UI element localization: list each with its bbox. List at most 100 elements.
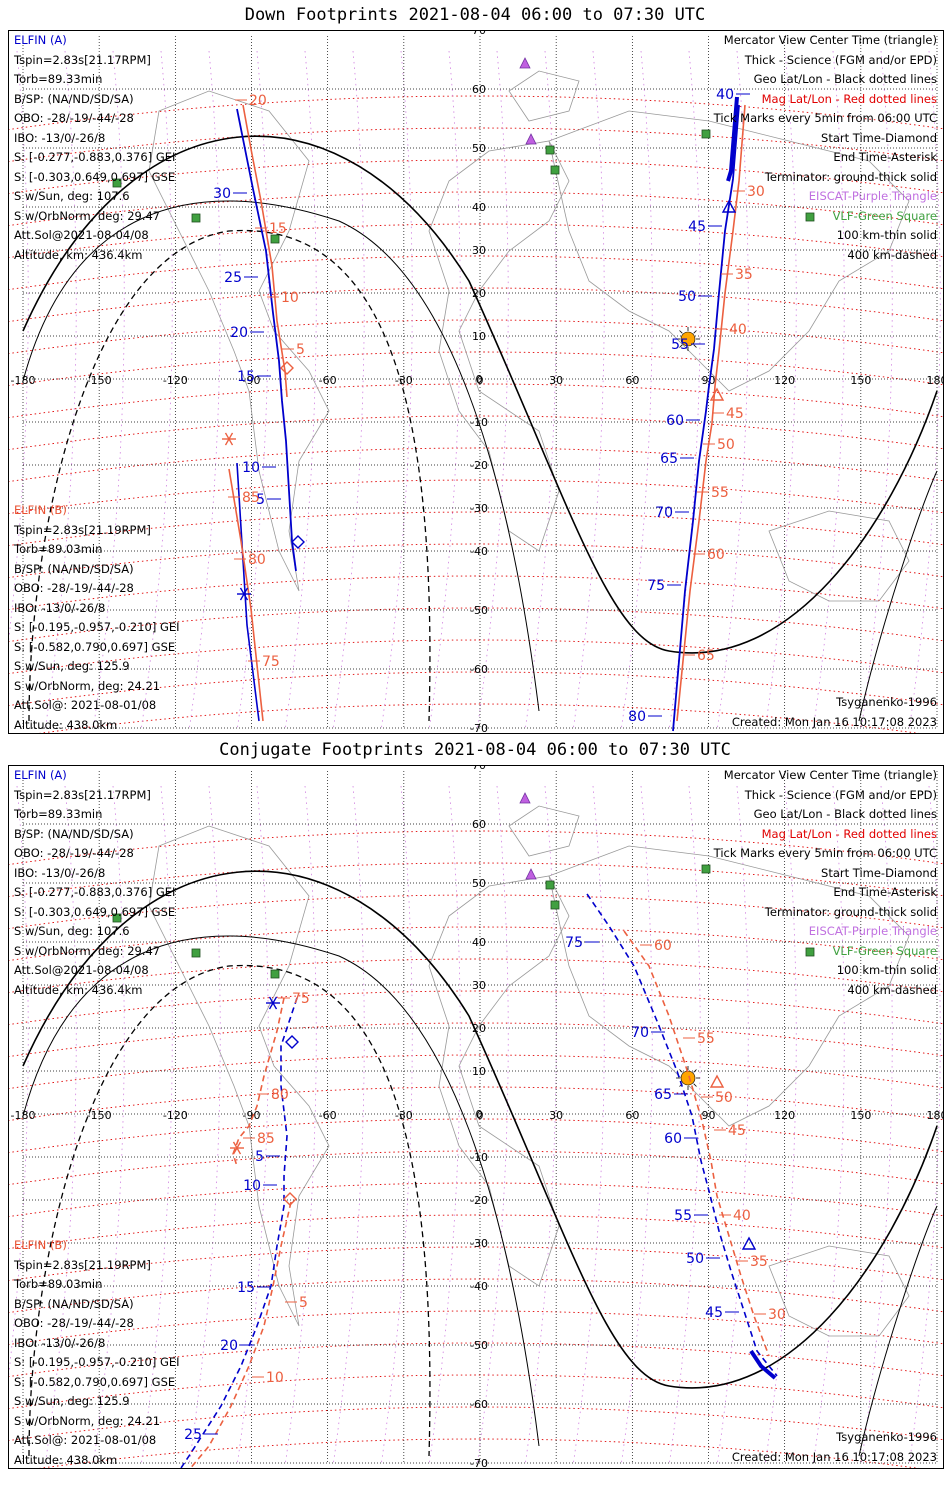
elfin-a-time-tick: 70 — [655, 505, 673, 521]
mag-lat-line — [9, 1246, 943, 1282]
mag-lon-line — [716, 50, 749, 732]
mag-lon-line — [140, 785, 173, 1467]
elfin-b-center-triangle — [709, 1074, 725, 1088]
elfin-a-time-tick: 15 — [237, 369, 255, 385]
footprint-100km-line — [22, 935, 540, 1447]
elfin-a-time-tick: 25 — [224, 270, 242, 286]
bottom-map-plot: -180-150-120-90-60-300306090120150180706… — [9, 766, 943, 1468]
elfin-b-time-tick: 35 — [735, 267, 753, 283]
lat-tick-label: -60 — [470, 1398, 488, 1411]
mag-lat-line — [9, 830, 943, 866]
elfin-a-center-triangle — [741, 1236, 757, 1250]
lat-tick-label: 0 — [476, 1108, 483, 1121]
lat-tick-label: 0 — [476, 373, 483, 386]
info-line: Tspin=2.83s[21.17RPM] — [14, 787, 151, 802]
lat-tick-label: -50 — [470, 604, 488, 617]
elfin-b-time-tick: 65 — [697, 648, 715, 664]
legend-entry: 100 km-thin solid — [836, 963, 937, 977]
mag-lat-line — [9, 1342, 943, 1378]
info-line: ELFIN (B) — [14, 503, 67, 517]
lon-tick-label: 180 — [927, 374, 944, 387]
sun-ray — [693, 1069, 697, 1073]
info-line: OBO: -28/-19/-44/-28 — [14, 111, 134, 125]
terminator-line — [22, 870, 938, 1389]
lat-tick-label: 30 — [472, 244, 486, 257]
footprint-100km-line-right — [858, 1205, 938, 1457]
elfin-b-time-tick: 55 — [711, 485, 729, 501]
info-line: Tspin=2.83s[21.19RPM] — [14, 1257, 151, 1272]
mag-lat-line — [9, 894, 943, 930]
mag-lon-line — [572, 785, 605, 1467]
mag-lat-line — [38, 703, 920, 733]
continent-outline — [768, 1245, 910, 1337]
vlf-station-marker — [701, 864, 711, 874]
top-map-panel: -180-150-120-90-60-300306090120150180706… — [8, 30, 944, 734]
continent-outline — [548, 845, 910, 1127]
elfin-a-time-tick: 55 — [671, 337, 689, 353]
elfin-b-time-tick: 5 — [296, 342, 305, 358]
lon-tick-label: 30 — [549, 374, 563, 387]
info-line: S: [-0.303,0.649,0.697] GSE — [14, 169, 176, 184]
elfin-a-info: ELFIN (A) Tspin=2.83s[21.17RPM] Torb=89.33… — [14, 31, 175, 265]
legend-entry: Terminator: ground-thick solid — [764, 904, 937, 919]
mag-lon-line — [92, 785, 125, 1467]
mag-lon-line — [380, 50, 413, 732]
mag-lat-line — [9, 415, 943, 451]
footprint-400km-line — [28, 964, 431, 1457]
legend-entry: Mercator View Center Time (triangle) — [723, 768, 937, 782]
continent-outline — [428, 140, 570, 552]
elfin-b-time-tick: 30 — [768, 1307, 786, 1323]
elfin-b-center-triangle — [709, 387, 725, 401]
lat-tick-label: -70 — [470, 1457, 488, 1468]
elfin-a-time-tick: 15 — [237, 1280, 255, 1296]
elfin-a-conj-track-west — [180, 997, 298, 1468]
elfin-a-track-west — [236, 108, 297, 572]
terminator-line — [22, 135, 938, 654]
lon-tick-label: -60 — [319, 1109, 337, 1122]
mag-lat-line — [9, 191, 943, 227]
elfin-b-end-asterisk — [224, 432, 234, 446]
mag-lat-line — [9, 671, 943, 707]
mag-lon-line — [188, 785, 221, 1467]
sun-ray — [693, 1083, 697, 1087]
lat-tick-label: 10 — [472, 1065, 486, 1078]
mag-lat-line — [9, 447, 943, 483]
info-line: OBO: -28/-19/-44/-28 — [14, 1316, 134, 1330]
mag-lon-line — [380, 785, 413, 1467]
vlf-station-marker — [270, 969, 280, 979]
mag-lat-line — [9, 958, 943, 994]
legend-entry: Terminator: ground-thick solid — [764, 169, 937, 184]
lon-tick-label: 60 — [625, 1109, 639, 1122]
eiscat-station-marker — [525, 868, 537, 880]
info-line: Tspin=2.83s[21.19RPM] — [14, 522, 151, 537]
lon-tick-label: -120 — [163, 1109, 188, 1122]
elfin-a-time-tick: 60 — [664, 1131, 682, 1147]
info-line: Torb=89.03min — [14, 542, 103, 556]
info-line: S: [-0.195,-0.957,-0.210] GEI — [14, 1355, 180, 1369]
elfin-b-time-tick: 20 — [249, 93, 267, 109]
mag-lat-line — [9, 862, 943, 898]
legend-entry: VLF-Green Square — [832, 208, 937, 223]
elfin-a-time-tick: 45 — [688, 219, 706, 235]
lon-tick-label: -150 — [87, 1109, 112, 1122]
legend-entry: EISCAT-Purple Triangle — [808, 924, 937, 938]
mag-lon-line — [668, 50, 701, 732]
elfin-a-time-tick: 5 — [255, 1149, 264, 1165]
lat-tick-label: 70 — [472, 766, 486, 772]
mag-lon-line — [668, 785, 701, 1467]
lon-tick-label: -30 — [395, 374, 413, 387]
mag-lat-line — [9, 95, 943, 131]
lon-tick-label: 150 — [850, 1109, 871, 1122]
legend-entry: Tick Marks every 5min from 06:00 UTC — [713, 111, 937, 125]
elfin-a-time-tick: 65 — [660, 451, 678, 467]
lat-tick-label: -20 — [470, 1194, 488, 1207]
elfin-b-end-asterisk — [232, 1141, 242, 1155]
lat-tick-label: -60 — [470, 663, 488, 676]
lon-tick-label: -60 — [319, 374, 337, 387]
legend-entry: Start Time-Diamond — [821, 865, 937, 880]
elfin-b-time-tick: 35 — [750, 1254, 768, 1270]
mag-lon-line — [92, 50, 125, 732]
info-line: IBO: -13/0/-26/8 — [14, 865, 106, 880]
elfin-a-time-tick: 20 — [220, 1338, 238, 1354]
elfin-a-time-tick: 70 — [631, 1025, 649, 1041]
